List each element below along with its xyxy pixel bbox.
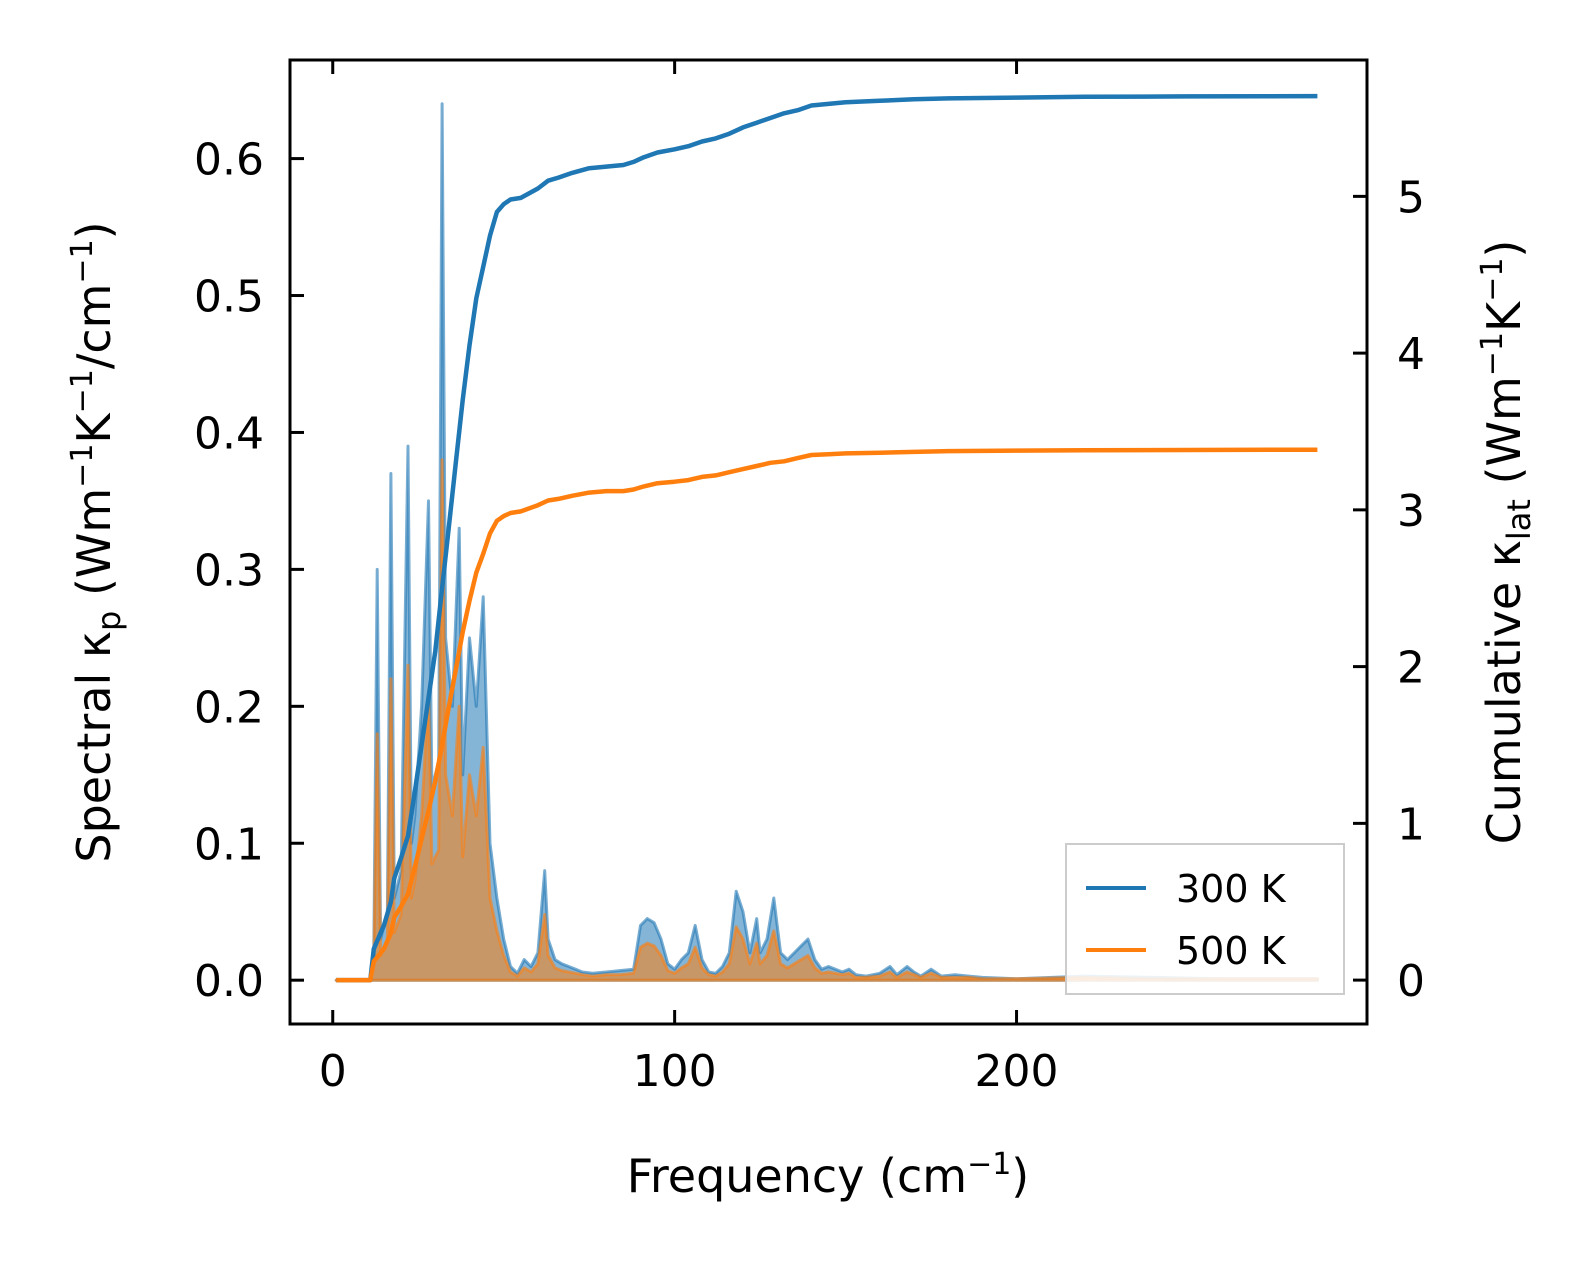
legend-box — [1065, 843, 1345, 995]
plot-frame — [288, 58, 1369, 1026]
y-left-tick-label: 0.6 — [194, 135, 264, 186]
ticks-layer: 0 100 200 0.0 0.1 0.2 0.3 0.4 0.5 0.6 0 1 2 3 4 5 — [194, 60, 1425, 1097]
y-right-tick-label: 4 — [1397, 329, 1425, 380]
y-left-tick-label: 0.1 — [194, 819, 264, 870]
y-right-tick-label: 5 — [1397, 172, 1425, 223]
right-axis-title: Cumulative κlat (Wm−1K−1) — [1475, 240, 1538, 845]
y-left-tick-label: 0.3 — [194, 545, 264, 596]
legend: 300 K 500 K — [1065, 843, 1345, 995]
y-left-tick-label: 0.5 — [194, 272, 264, 323]
y-left-tick-label: 0.4 — [194, 408, 264, 459]
x-axis-title: Frequency (cm−1) — [627, 1147, 1030, 1203]
x-tick-label: 200 — [975, 1046, 1059, 1097]
series-layer — [334, 93, 1319, 983]
cumulative-line-500-k — [336, 447, 1318, 983]
y-right-tick-label: 2 — [1397, 643, 1425, 694]
y-left-tick-label: 0.0 — [194, 956, 264, 1007]
y-left-tick-label: 0.2 — [194, 682, 264, 733]
cumulative-line-300-k — [336, 93, 1318, 983]
x-tick-label: 0 — [319, 1046, 347, 1097]
y-right-tick-label: 1 — [1397, 799, 1425, 850]
x-tick-label: 100 — [633, 1046, 717, 1097]
legend-label-500k: 500 K — [1176, 929, 1287, 973]
left-axis-title: Spectral κp (Wm−1K−1/cm−1) — [65, 221, 128, 862]
y-right-tick-label: 3 — [1397, 486, 1425, 537]
y-right-tick-label: 0 — [1397, 956, 1425, 1007]
legend-label-300k: 300 K — [1176, 867, 1287, 911]
